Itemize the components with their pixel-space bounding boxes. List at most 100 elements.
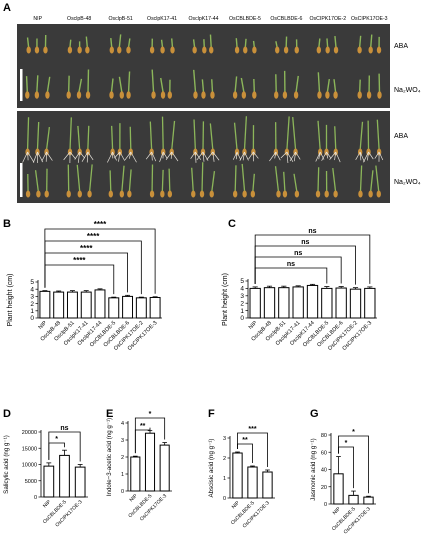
shoot — [369, 170, 374, 193]
shoot — [161, 169, 164, 193]
root — [159, 151, 164, 163]
seed — [294, 190, 300, 198]
root — [27, 151, 35, 163]
significance-label: ns — [308, 228, 316, 235]
seed — [333, 91, 338, 99]
seed — [282, 190, 288, 198]
genotype-label: OsclpB-48 — [67, 16, 91, 22]
y-tick-label: 3 — [240, 293, 244, 300]
root — [41, 151, 47, 162]
significance-label: ns — [294, 250, 302, 257]
treatment-label: ABA — [394, 43, 408, 50]
shoot — [151, 69, 155, 93]
root — [329, 151, 337, 160]
shoot — [26, 117, 30, 151]
seed — [25, 91, 30, 99]
seed — [117, 46, 122, 54]
seed — [234, 46, 240, 54]
bar — [364, 287, 376, 319]
significance-label: ns — [301, 239, 309, 246]
significance-label: **** — [73, 256, 86, 265]
shoot — [149, 121, 153, 151]
root — [171, 151, 179, 162]
category-label: NIP — [38, 320, 49, 331]
shoot — [317, 167, 320, 193]
shoot — [369, 34, 373, 49]
shoot — [274, 166, 280, 193]
shoot — [109, 170, 112, 193]
root — [195, 151, 197, 163]
root — [293, 151, 296, 162]
root — [118, 151, 121, 162]
y-tick-label: 60 — [321, 450, 327, 456]
root — [269, 151, 277, 162]
bar — [53, 291, 65, 319]
shoot — [326, 78, 331, 93]
significance-label: ns — [60, 425, 68, 432]
root — [190, 151, 196, 159]
root — [367, 151, 369, 161]
y-tick-label: 3 — [121, 438, 124, 444]
seed — [243, 46, 248, 54]
panel-label-e: E — [106, 408, 114, 420]
genotype-label: OsclpK17-44 — [189, 16, 219, 22]
root — [170, 151, 173, 159]
shoot — [317, 72, 321, 93]
shoot — [292, 116, 297, 151]
shoot — [69, 117, 72, 151]
bar — [349, 288, 362, 319]
significance-label: ** — [242, 437, 248, 444]
seed — [377, 91, 382, 99]
root — [165, 151, 173, 160]
root — [46, 151, 53, 161]
bar — [232, 452, 243, 499]
seed — [76, 91, 82, 99]
root — [212, 151, 215, 162]
seed — [232, 190, 238, 198]
y-axis-label: Jasmonic acid (ng g⁻¹) — [310, 438, 317, 500]
root — [334, 151, 337, 161]
significance-bracket — [254, 267, 328, 284]
y-tick-label: 0 — [34, 495, 37, 501]
seed — [201, 91, 206, 99]
category-label: NIP — [248, 320, 259, 331]
seed — [77, 190, 82, 198]
seed — [149, 190, 155, 198]
seed — [376, 46, 382, 54]
genotype-label: NIP — [33, 16, 42, 22]
root — [236, 151, 242, 160]
shoot — [359, 165, 363, 193]
genotype-label: OsCBLBDE-5 — [229, 16, 261, 22]
seed — [252, 46, 257, 54]
y-tick-label: 0 — [223, 496, 226, 502]
root — [79, 151, 86, 159]
bar — [292, 286, 304, 319]
shoot — [211, 79, 214, 93]
significance-label: **** — [94, 220, 107, 229]
treatment-label: Na₂WO₄ — [394, 87, 421, 94]
bar — [108, 297, 120, 319]
seed — [109, 91, 114, 99]
shoot — [358, 79, 361, 93]
y-axis-label: Salicylic acid (ng g⁻¹) — [3, 435, 10, 494]
significance-bracket — [44, 228, 156, 294]
shoot — [77, 125, 81, 151]
shoot — [88, 164, 93, 193]
seed — [192, 46, 197, 54]
root — [248, 151, 254, 160]
shoot — [332, 167, 337, 193]
root — [212, 151, 220, 161]
bar — [59, 454, 70, 498]
y-tick-label: 5000 — [25, 479, 37, 485]
root — [74, 151, 80, 160]
bar — [80, 291, 92, 319]
y-axis-label: Abscisic acid (ng g⁻¹) — [208, 439, 215, 498]
shoot — [359, 121, 364, 151]
root — [87, 151, 94, 161]
shoot — [111, 125, 114, 151]
significance-label: * — [55, 436, 58, 443]
shoot — [240, 77, 245, 93]
significance-bracket — [338, 435, 369, 494]
root — [280, 151, 288, 159]
